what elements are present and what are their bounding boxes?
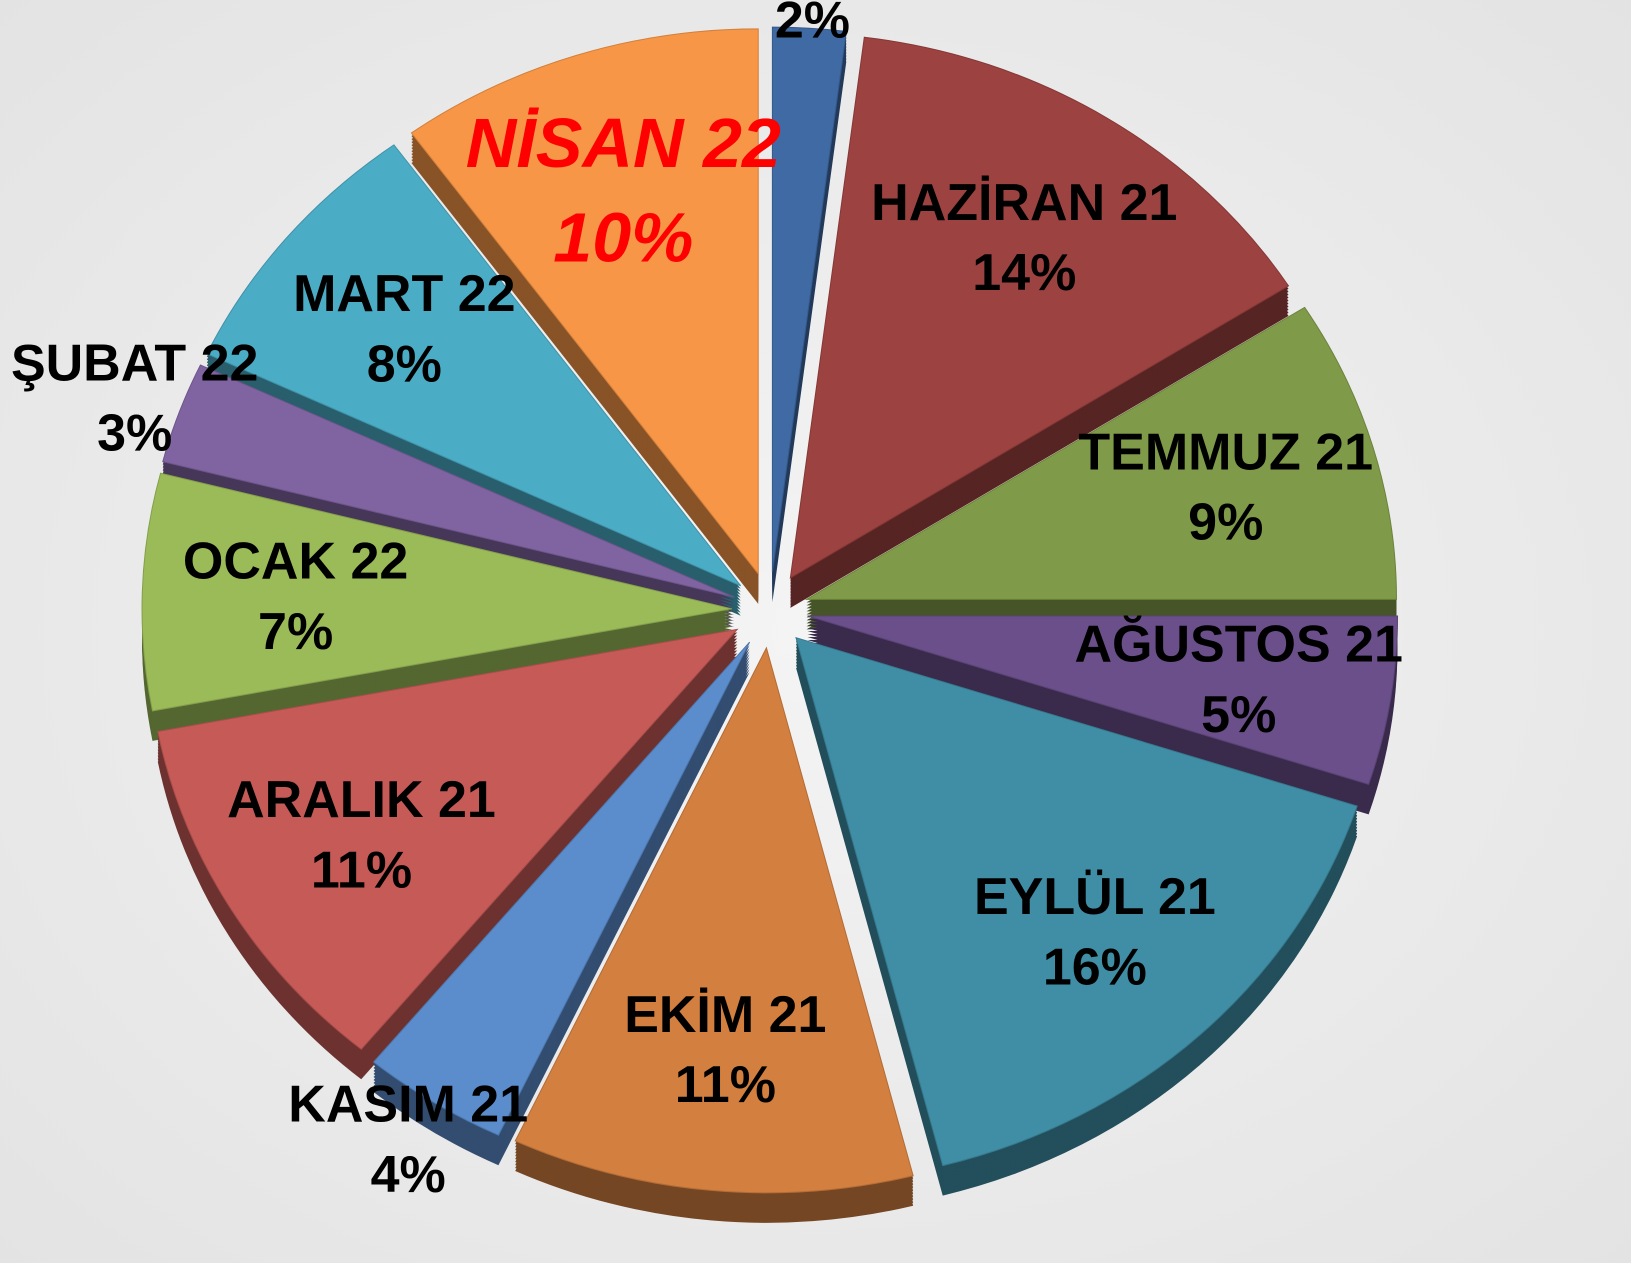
slice [141, 472, 733, 712]
value-label: 11% [311, 841, 412, 899]
slice [807, 615, 1399, 785]
value-label: 16% [1043, 938, 1147, 996]
slice [157, 628, 739, 1050]
category-label: HAZİRAN 21 [871, 174, 1177, 232]
category-label: MART 22 [293, 265, 515, 323]
slice [789, 36, 1290, 579]
category-label: NİSAN 22 [466, 104, 781, 182]
value-label: 11% [675, 1056, 776, 1114]
value-label: 14% [972, 244, 1076, 302]
category-label: EKİM 21 [624, 986, 826, 1044]
value-label: 3% [97, 404, 172, 462]
slices [141, 26, 1399, 1194]
slice [514, 646, 914, 1194]
category-label: OCAK 22 [183, 533, 408, 591]
value-label: 10% [553, 198, 693, 276]
value-label: 4% [371, 1146, 446, 1204]
slice [372, 641, 751, 1136]
category-label: ARALIK 21 [227, 771, 496, 829]
slice [771, 26, 847, 573]
category-label: AĞUSTOS 21 [1075, 616, 1403, 674]
category-label: KASIM 21 [288, 1076, 528, 1134]
category-label: EYLÜL 21 [974, 868, 1216, 926]
slice [206, 144, 742, 587]
value-label: 5% [1201, 686, 1276, 744]
slice [795, 636, 1358, 1167]
category-label: TEMMUZ 21 [1078, 423, 1373, 481]
category-label: ŞUBAT 22 [11, 334, 259, 392]
slice [410, 28, 759, 576]
slice [162, 364, 735, 598]
value-label: 2% [775, 0, 850, 49]
value-label: 7% [258, 603, 333, 661]
slice [804, 306, 1397, 600]
value-label: 8% [367, 335, 442, 393]
value-label: 9% [1188, 494, 1263, 552]
